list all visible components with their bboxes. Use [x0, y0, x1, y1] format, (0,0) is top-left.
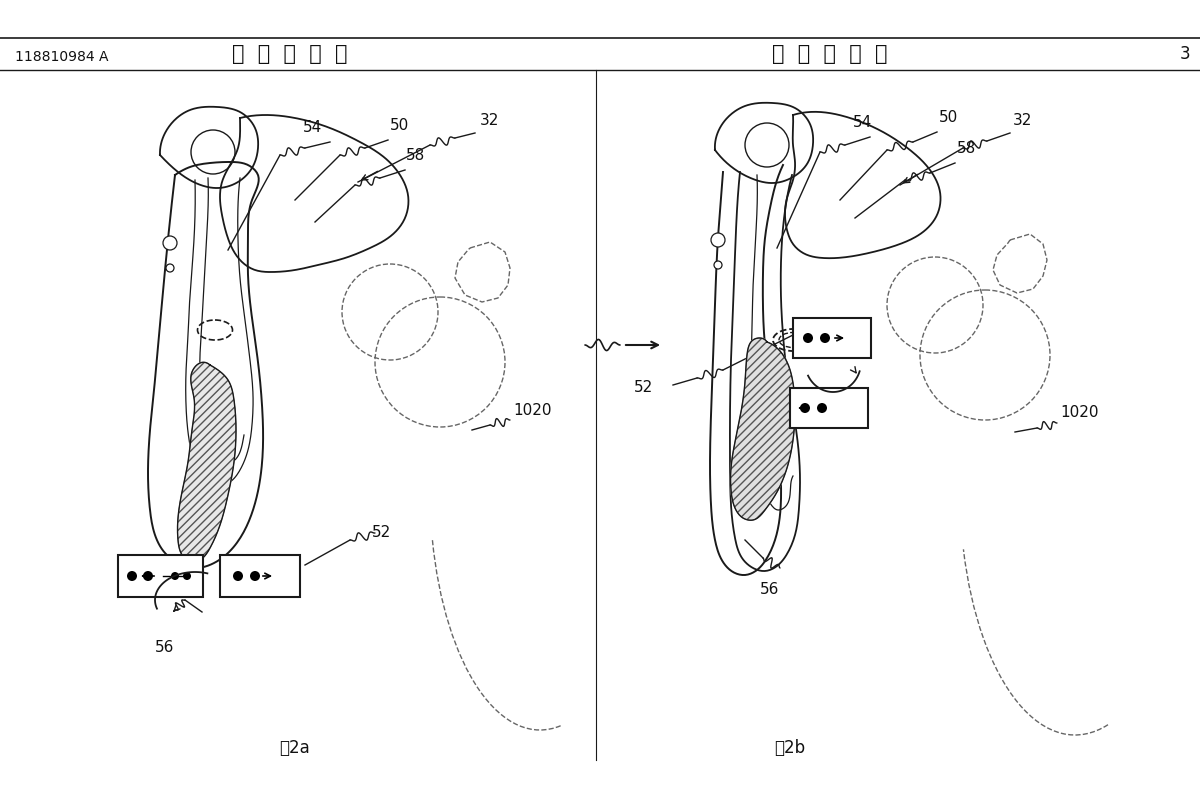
- Text: 58: 58: [958, 141, 977, 156]
- Circle shape: [233, 571, 242, 581]
- Circle shape: [250, 571, 260, 581]
- FancyBboxPatch shape: [790, 388, 868, 428]
- Circle shape: [163, 236, 178, 250]
- Circle shape: [166, 264, 174, 272]
- Text: 图2a: 图2a: [280, 739, 311, 757]
- Circle shape: [172, 572, 179, 580]
- Circle shape: [143, 571, 154, 581]
- Polygon shape: [715, 102, 814, 183]
- Circle shape: [817, 403, 827, 413]
- FancyBboxPatch shape: [118, 555, 203, 597]
- Text: 118810984 A: 118810984 A: [14, 50, 108, 64]
- Text: 说  明  书  附  图: 说 明 书 附 图: [773, 44, 888, 64]
- Text: 32: 32: [480, 113, 499, 128]
- Text: 32: 32: [1013, 113, 1032, 128]
- Text: 说  明  书  附  图: 说 明 书 附 图: [233, 44, 348, 64]
- Text: 56: 56: [155, 640, 175, 655]
- Polygon shape: [148, 162, 263, 568]
- Circle shape: [182, 572, 191, 580]
- Polygon shape: [178, 362, 236, 562]
- Polygon shape: [710, 165, 784, 575]
- Circle shape: [127, 571, 137, 581]
- FancyBboxPatch shape: [793, 318, 871, 358]
- Text: 52: 52: [372, 525, 391, 540]
- Text: 54: 54: [853, 115, 872, 130]
- FancyBboxPatch shape: [220, 555, 300, 597]
- Polygon shape: [785, 112, 941, 258]
- Text: 56: 56: [761, 582, 780, 597]
- Text: 1020: 1020: [514, 403, 552, 418]
- Text: 50: 50: [390, 118, 409, 133]
- Text: 54: 54: [302, 120, 323, 135]
- Text: 58: 58: [406, 148, 425, 163]
- Circle shape: [710, 233, 725, 247]
- Polygon shape: [160, 106, 258, 188]
- Text: 50: 50: [940, 110, 959, 125]
- Text: 1020: 1020: [1060, 405, 1098, 420]
- Circle shape: [820, 333, 830, 343]
- Text: 3: 3: [1180, 45, 1190, 63]
- Text: 图2b: 图2b: [774, 739, 805, 757]
- Polygon shape: [731, 338, 796, 520]
- Circle shape: [800, 403, 810, 413]
- Circle shape: [714, 261, 722, 269]
- Polygon shape: [220, 115, 408, 272]
- Text: 52: 52: [634, 381, 653, 395]
- Circle shape: [803, 333, 814, 343]
